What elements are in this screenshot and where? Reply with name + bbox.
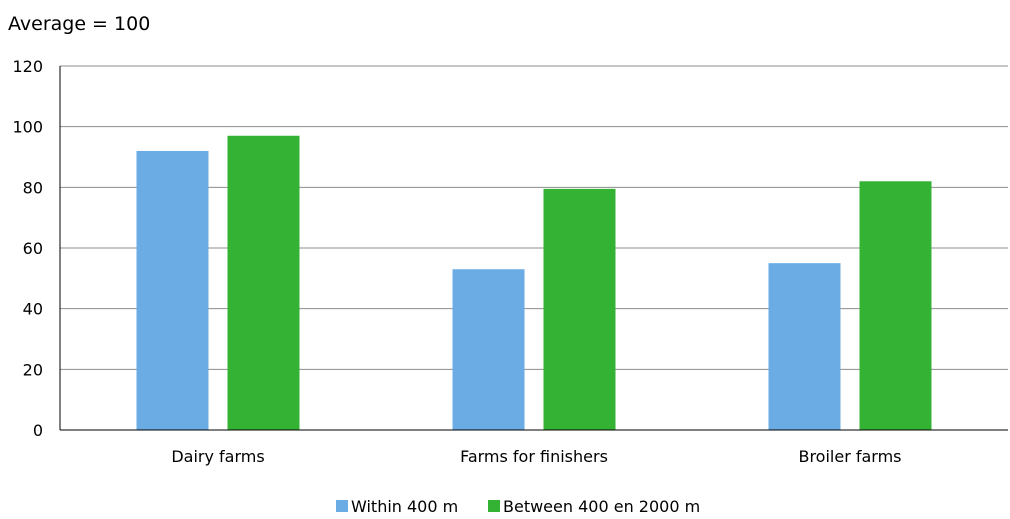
bar-within-400m bbox=[452, 269, 525, 430]
y-tick-label: 40 bbox=[23, 300, 43, 319]
y-tick-label: 80 bbox=[23, 178, 43, 197]
x-tick-label: Farms for finishers bbox=[460, 447, 608, 466]
y-tick-label: 100 bbox=[12, 118, 43, 137]
gridlines bbox=[60, 65, 1008, 370]
y-tick-label: 60 bbox=[23, 239, 43, 258]
x-tick-label: Broiler farms bbox=[798, 447, 901, 466]
x-tick-label: Dairy farms bbox=[171, 447, 264, 466]
legend-label: Within 400 m bbox=[351, 497, 458, 516]
y-axis-ticks: 0 20 40 60 80 100 120 bbox=[12, 57, 43, 440]
bar-within-400m bbox=[136, 150, 209, 430]
chart-title: Average = 100 bbox=[8, 13, 150, 35]
y-tick-label: 20 bbox=[23, 360, 43, 379]
legend: Within 400 m Between 400 en 2000 m bbox=[336, 497, 700, 516]
bar-between-400-2000m bbox=[227, 135, 300, 430]
legend-label: Between 400 en 2000 m bbox=[503, 497, 700, 516]
x-axis-ticks: Dairy farms Farms for finishers Broiler fa… bbox=[171, 447, 901, 466]
bar-between-400-2000m bbox=[859, 181, 932, 430]
legend-swatch bbox=[488, 500, 500, 512]
y-tick-label: 120 bbox=[12, 57, 43, 76]
y-tick-label: 0 bbox=[33, 421, 43, 440]
bar-between-400-2000m bbox=[543, 188, 616, 430]
bars bbox=[136, 135, 932, 430]
axes bbox=[59, 66, 1008, 431]
legend-swatch bbox=[336, 500, 348, 512]
bar-within-400m bbox=[768, 263, 841, 430]
